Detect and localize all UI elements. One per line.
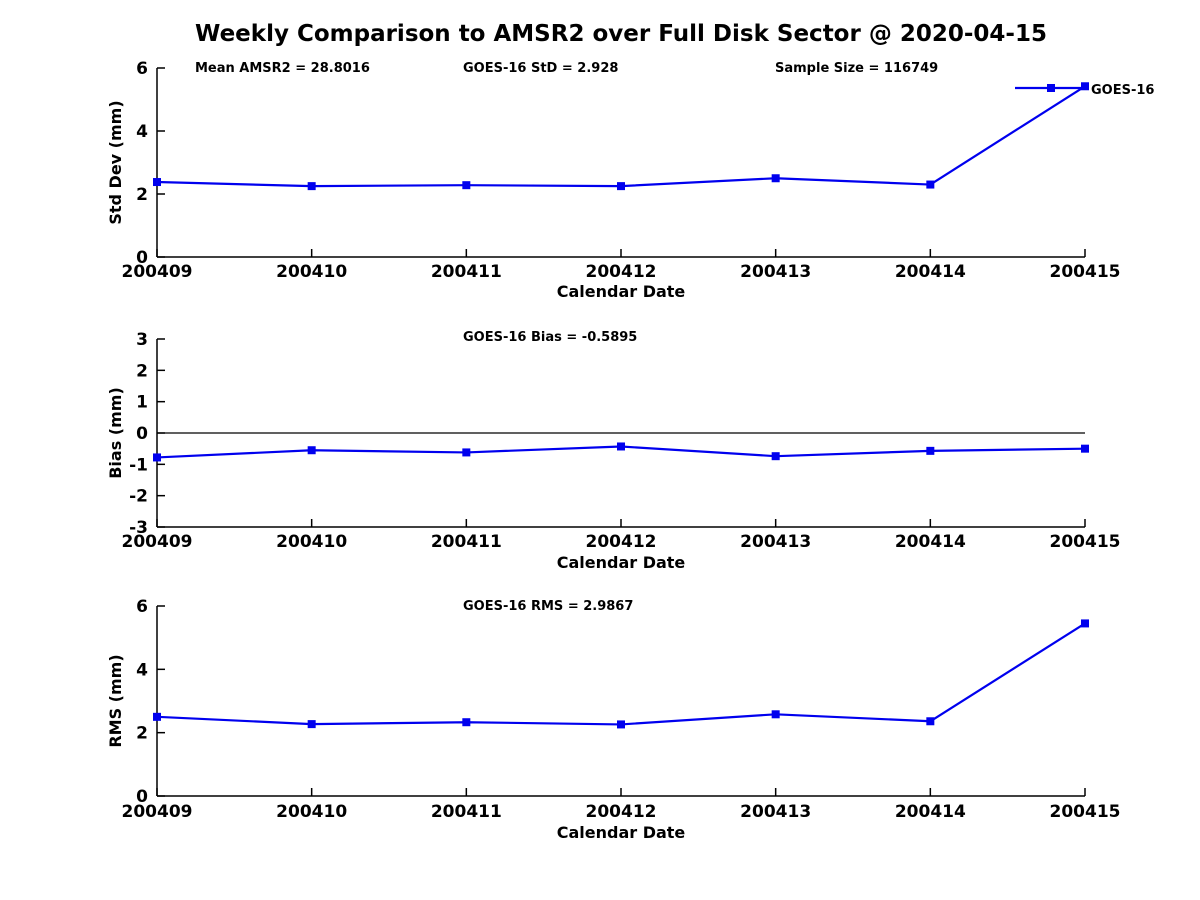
- data-marker: [617, 720, 625, 729]
- data-marker: [153, 178, 161, 187]
- data-marker: [153, 453, 161, 462]
- legend-label: GOES-16: [1091, 83, 1154, 98]
- annotation: GOES-16 RMS = 2.9867: [463, 599, 633, 614]
- data-marker: [771, 710, 780, 719]
- annotation: Sample Size = 116749: [775, 61, 938, 76]
- x-tick-label: 200412: [586, 532, 657, 552]
- x-tick-label: 200415: [1050, 262, 1121, 282]
- y-tick-label: 0: [136, 248, 148, 268]
- x-tick-label: 200409: [122, 262, 193, 282]
- x-tick-label: 200414: [895, 262, 966, 282]
- y-axis-label: RMS (mm): [106, 654, 125, 747]
- x-tick-label: 200414: [895, 532, 966, 552]
- data-marker: [617, 442, 625, 451]
- x-tick-label: 200412: [586, 802, 657, 822]
- x-tick-label: 200410: [276, 802, 347, 822]
- y-tick-label: -3: [129, 518, 148, 538]
- data-marker: [926, 717, 935, 726]
- legend-marker: [1047, 84, 1055, 92]
- y-tick-label: 2: [136, 361, 148, 381]
- annotation: Mean AMSR2 = 28.8016: [195, 61, 370, 76]
- data-line: [156, 85, 1086, 188]
- data-marker: [462, 181, 471, 190]
- x-tick-label: 200413: [740, 262, 811, 282]
- data-marker: [926, 446, 935, 455]
- y-tick-label: 2: [136, 185, 148, 205]
- data-marker: [1081, 444, 1089, 453]
- y-tick-label: 1: [136, 393, 148, 413]
- data-marker: [926, 180, 935, 189]
- data-marker: [462, 448, 471, 457]
- x-tick-label: 200411: [431, 262, 502, 282]
- x-tick-label: 200414: [895, 802, 966, 822]
- data-marker: [153, 712, 161, 721]
- data-marker: [307, 720, 316, 729]
- x-axis-label: Calendar Date: [557, 282, 686, 301]
- y-tick-label: 4: [136, 122, 148, 142]
- x-tick-label: 200410: [276, 532, 347, 552]
- data-marker: [1081, 82, 1089, 91]
- data-marker: [307, 446, 316, 455]
- annotation: GOES-16 Bias = -0.5895: [463, 330, 637, 345]
- x-axis-label: Calendar Date: [557, 553, 686, 572]
- y-tick-label: 2: [136, 724, 148, 744]
- data-marker: [617, 182, 625, 191]
- x-tick-label: 200415: [1050, 802, 1121, 822]
- y-tick-label: 6: [136, 59, 148, 79]
- y-axis-label: Std Dev (mm): [106, 100, 125, 224]
- y-axis-label: Bias (mm): [106, 387, 125, 479]
- x-tick-label: 200415: [1050, 532, 1121, 552]
- y-tick-label: 6: [136, 597, 148, 617]
- x-tick-label: 200410: [276, 262, 347, 282]
- data-marker: [771, 452, 780, 461]
- data-marker: [462, 718, 471, 727]
- y-tick-label: 0: [136, 787, 148, 807]
- x-tick-label: 200409: [122, 532, 193, 552]
- data-marker: [1081, 619, 1089, 628]
- x-tick-label: 200412: [586, 262, 657, 282]
- y-tick-label: -1: [129, 455, 148, 475]
- x-tick-label: 200411: [431, 802, 502, 822]
- data-marker: [771, 174, 780, 183]
- y-tick-label: 3: [136, 330, 148, 350]
- y-tick-label: 0: [136, 424, 148, 444]
- y-tick-label: 4: [136, 660, 148, 680]
- data-line: [156, 622, 1086, 726]
- x-tick-label: 200411: [431, 532, 502, 552]
- x-tick-label: 200413: [740, 802, 811, 822]
- annotation: GOES-16 StD = 2.928: [463, 61, 618, 76]
- x-axis-label: Calendar Date: [557, 823, 686, 842]
- x-tick-label: 200409: [122, 802, 193, 822]
- x-tick-label: 200413: [740, 532, 811, 552]
- y-tick-label: -2: [129, 487, 148, 507]
- data-marker: [307, 182, 316, 191]
- figure-title: Weekly Comparison to AMSR2 over Full Dis…: [195, 21, 1047, 47]
